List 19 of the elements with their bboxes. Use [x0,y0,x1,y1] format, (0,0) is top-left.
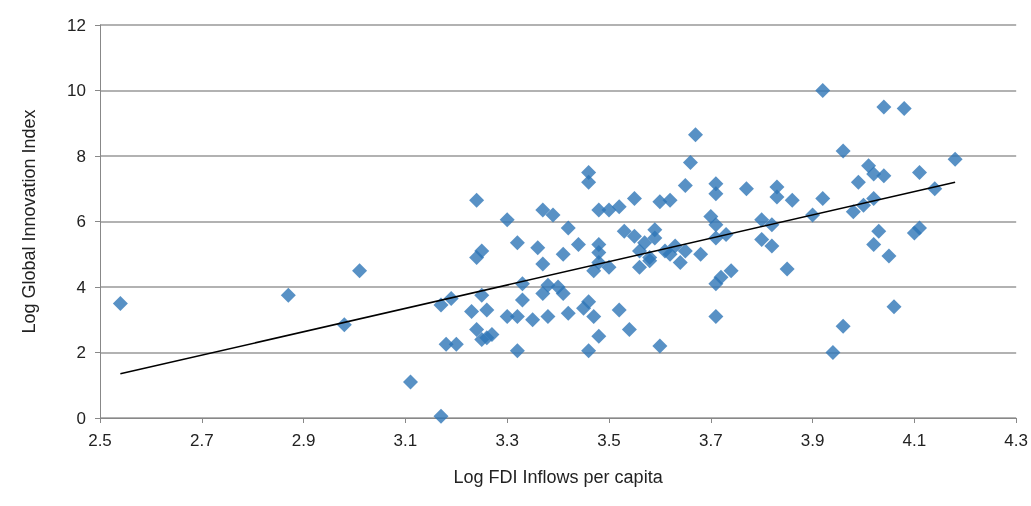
x-tick-label: 2.7 [189,431,214,450]
x-tick-label: 3.7 [698,431,723,450]
y-tick-label: 12 [67,15,86,35]
x-tick-label: 3.3 [495,431,520,450]
x-tick-label: 2.9 [291,431,316,450]
y-tick-label: 2 [76,343,86,362]
x-tick-label: 3.5 [597,431,621,450]
y-tick-label: 6 [76,212,86,231]
x-axis-title: Log FDI Inflows per capita [453,467,664,487]
y-tick-label: 8 [76,146,86,166]
y-tick-label: 10 [67,81,86,100]
x-tick-label: 3.1 [393,431,418,450]
y-tick-label: 4 [76,277,86,297]
x-tick-label: 2.5 [88,431,112,450]
x-tick-label: 4.1 [902,431,927,450]
x-tick-label: 4.3 [1004,431,1028,450]
x-tick-label: 3.9 [800,431,825,450]
y-tick-label: 0 [76,408,86,428]
y-axis-title: Log Global Innovation Index [19,109,39,334]
